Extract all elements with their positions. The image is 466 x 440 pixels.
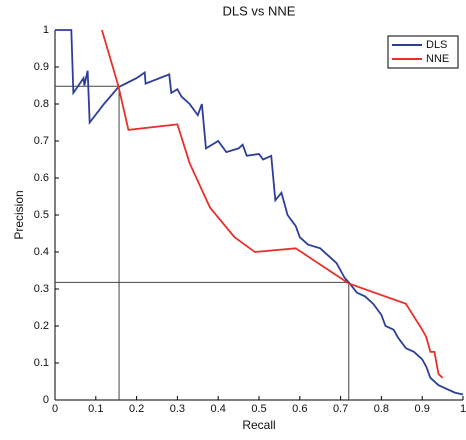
x-tick-label: 0.3 [170,403,185,415]
y-tick-label: 0.2 [34,320,49,332]
x-axis-label: Recall [242,418,275,432]
y-tick-label: 0 [43,394,49,406]
y-tick-label: 1 [43,24,49,36]
y-axis-label: Precision [12,190,26,239]
y-tick-label: 0.7 [34,135,49,147]
y-tick-label: 0.6 [34,172,49,184]
x-tick-label: 0.4 [211,403,226,415]
y-tick-label: 0.3 [34,283,49,295]
y-tick-label: 0.8 [34,98,49,110]
line-series [101,29,444,379]
y-tick-label: 0.1 [34,357,49,369]
legend-label: DLS [426,39,447,51]
y-tick-label: 0.4 [34,246,49,258]
x-tick-label: 0.9 [415,403,430,415]
x-tick-label: 0.2 [129,403,144,415]
y-tick-label: 0.9 [34,61,49,73]
legend-label: NNE [426,53,449,65]
legend-box [387,35,459,69]
x-tick-label: 0.8 [374,403,389,415]
x-tick-label: 1 [460,403,466,415]
y-tick-label: 0.5 [34,209,49,221]
line-series [55,29,464,396]
chart-title: DLS vs NNE [223,3,296,18]
x-tick-label: 0 [52,403,58,415]
x-tick-label: 0.5 [251,403,266,415]
x-tick-label: 0.1 [88,403,103,415]
x-tick-label: 0.6 [292,403,307,415]
x-tick-label: 0.7 [333,403,348,415]
